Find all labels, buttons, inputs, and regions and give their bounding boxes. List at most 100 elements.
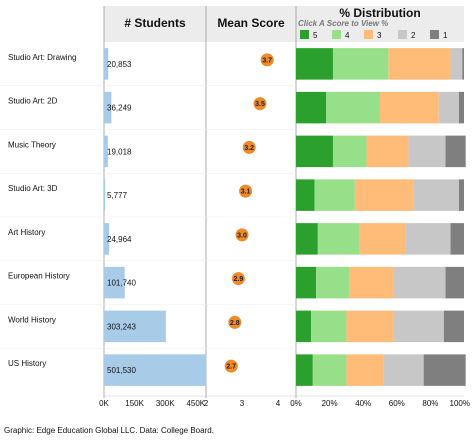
category-label: Studio Art: 3D xyxy=(8,184,58,193)
legend-swatch-1[interactable] xyxy=(430,30,439,39)
distribution-segment-4[interactable] xyxy=(332,48,389,80)
distribution-segment-5[interactable] xyxy=(296,310,312,343)
distribution-segment-1[interactable] xyxy=(458,91,464,124)
students-bar xyxy=(104,223,110,255)
category-label: Music Theory xyxy=(8,140,56,149)
distribution-segment-3[interactable] xyxy=(349,266,394,299)
legend-swatch-4[interactable] xyxy=(332,30,341,39)
distribution-segment-5[interactable] xyxy=(296,135,333,168)
distribution-segment-1[interactable] xyxy=(445,266,464,299)
distribution-segment-5[interactable] xyxy=(296,223,318,255)
category-label: US History xyxy=(8,359,46,368)
students-value-label: 101,740 xyxy=(107,279,136,288)
mean-score-label: 2.8 xyxy=(230,320,240,327)
distribution-segment-1[interactable] xyxy=(423,354,466,386)
header-mean-score: Mean Score xyxy=(217,16,285,30)
distribution-segment-2[interactable] xyxy=(393,310,444,343)
distribution-segment-5[interactable] xyxy=(296,91,327,124)
distribution-segment-1[interactable] xyxy=(445,135,466,168)
legend-swatch-3[interactable] xyxy=(364,30,373,39)
distribution-segment-2[interactable] xyxy=(405,223,451,255)
distribution-tick-label: 0% xyxy=(290,399,302,408)
students-value-label: 501,530 xyxy=(107,366,136,375)
distribution-segment-3[interactable] xyxy=(359,223,406,255)
mean-tick-label: 3 xyxy=(240,399,245,408)
mean-tick-label: 2 xyxy=(204,399,209,408)
mean-score-label: 3.0 xyxy=(237,232,247,239)
distribution-segment-5[interactable] xyxy=(296,266,317,299)
distribution-segment-4[interactable] xyxy=(316,266,350,299)
distribution-tick-label: 60% xyxy=(389,399,405,408)
distribution-segment-4[interactable] xyxy=(332,135,367,168)
students-bar xyxy=(104,91,112,124)
students-value-label: 19,018 xyxy=(107,147,132,156)
mean-score-dot xyxy=(253,97,267,111)
distribution-segment-5[interactable] xyxy=(296,354,313,386)
legend-swatch-5[interactable] xyxy=(300,30,309,39)
distribution-segment-3[interactable] xyxy=(354,179,414,211)
students-value-label: 303,243 xyxy=(107,322,136,331)
students-bar xyxy=(104,48,109,80)
students-value-label: 5,777 xyxy=(107,191,128,200)
category-label: Art History xyxy=(8,228,45,237)
students-bar xyxy=(104,354,207,386)
legend-label-5: 5 xyxy=(313,31,318,40)
students-bar xyxy=(104,179,106,211)
mean-score-label: 2.7 xyxy=(226,364,236,371)
distribution-segment-1[interactable] xyxy=(458,179,464,211)
header-distribution: % Distribution xyxy=(339,6,420,20)
distribution-segment-3[interactable] xyxy=(346,354,384,386)
mean-score-dot xyxy=(231,272,245,286)
mean-score-dot xyxy=(239,184,253,198)
students-tick-label: 300K xyxy=(156,399,175,408)
mean-score-dot xyxy=(235,228,249,242)
distribution-segment-1[interactable] xyxy=(462,48,464,80)
category-label: World History xyxy=(8,315,56,324)
distribution-tick-label: 100% xyxy=(450,399,470,408)
distribution-segment-4[interactable] xyxy=(326,91,380,124)
distribution-segment-1[interactable] xyxy=(450,223,464,255)
students-value-label: 20,853 xyxy=(107,60,132,69)
distribution-segment-2[interactable] xyxy=(413,179,459,211)
distribution-segment-2[interactable] xyxy=(438,91,459,124)
distribution-segment-5[interactable] xyxy=(296,48,333,80)
distribution-segment-4[interactable] xyxy=(317,223,360,255)
distribution-segment-2[interactable] xyxy=(383,354,424,386)
distribution-segment-2[interactable] xyxy=(408,135,446,168)
mean-score-dot xyxy=(228,315,242,329)
students-value-label: 24,964 xyxy=(107,235,132,244)
mean-score-label: 2.9 xyxy=(234,276,244,283)
distribution-segment-2[interactable] xyxy=(393,266,446,299)
footer-source: Graphic: Edge Education Global LLC. Data… xyxy=(4,426,214,435)
category-label: Studio Art: Drawing xyxy=(8,53,76,62)
distribution-segment-5[interactable] xyxy=(296,179,315,211)
distribution-segment-4[interactable] xyxy=(314,179,355,211)
mean-score-label: 3.7 xyxy=(262,57,272,64)
distribution-segment-3[interactable] xyxy=(380,91,439,124)
distribution-segment-3[interactable] xyxy=(388,48,451,80)
distribution-segment-2[interactable] xyxy=(450,48,463,80)
students-value-label: 36,249 xyxy=(107,104,132,113)
mean-tick-label: 4 xyxy=(276,399,281,408)
distribution-segment-3[interactable] xyxy=(346,310,394,343)
category-label: European History xyxy=(8,272,70,281)
students-tick-label: 0K xyxy=(99,399,109,408)
students-bar xyxy=(104,135,108,168)
mean-score-label: 3.2 xyxy=(244,145,254,152)
legend-swatch-2[interactable] xyxy=(398,30,407,39)
distribution-segment-1[interactable] xyxy=(443,310,464,343)
legend-label-4: 4 xyxy=(345,31,350,40)
mean-score-dot xyxy=(260,53,274,67)
mean-score-dot xyxy=(242,140,256,154)
distribution-segment-4[interactable] xyxy=(311,310,347,343)
distribution-tick-label: 40% xyxy=(355,399,371,408)
distribution-segment-3[interactable] xyxy=(366,135,409,168)
students-tick-label: 150K xyxy=(125,399,144,408)
distribution-tick-label: 20% xyxy=(322,399,338,408)
mean-score-label: 3.1 xyxy=(241,189,251,196)
header-distribution-hint: Click A Score to View % xyxy=(298,19,388,28)
mean-score-dot xyxy=(224,359,238,373)
legend-label-2: 2 xyxy=(411,31,416,40)
distribution-segment-4[interactable] xyxy=(312,354,347,386)
